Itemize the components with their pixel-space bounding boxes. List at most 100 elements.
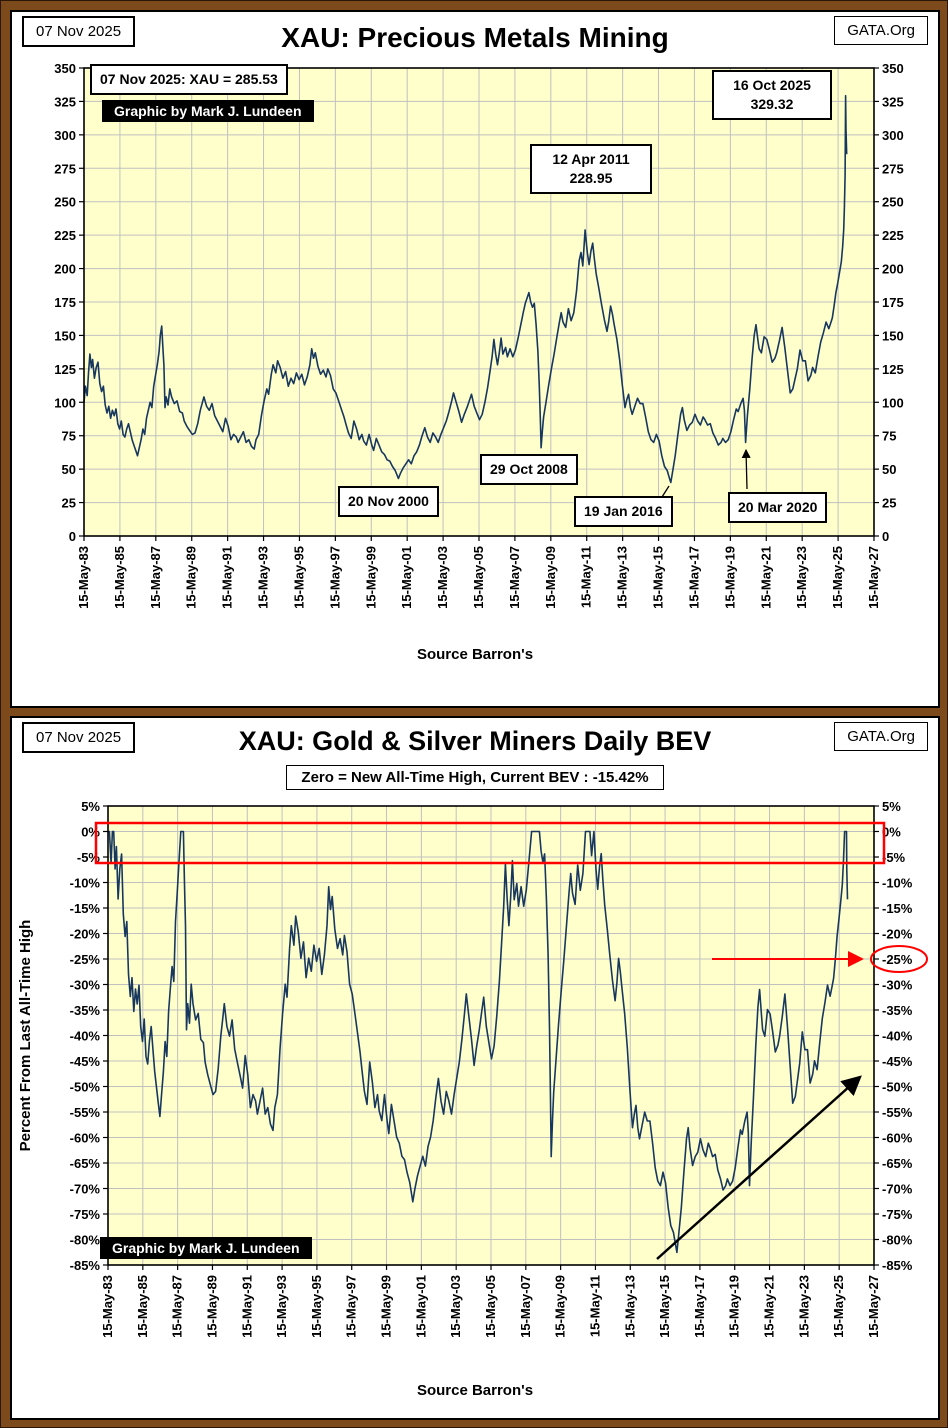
xau-price-chart: 0 0 25 25 50 50 75 75 100 100 125 125 150 150 175 175 20… [54,61,904,609]
svg-text:-85%: -85% [882,1258,913,1273]
svg-text:-25%: -25% [882,952,913,967]
svg-text:-55%: -55% [882,1105,913,1120]
svg-text:-5%: -5% [77,850,101,865]
svg-text:15-May-91: 15-May-91 [239,1275,254,1338]
svg-text:0: 0 [69,529,76,544]
svg-text:15-May-25: 15-May-25 [831,1275,846,1338]
annotation-2011-date: 12 Apr 2011 [552,151,630,167]
svg-text:-35%: -35% [882,1003,913,1018]
svg-text:-20%: -20% [70,927,101,942]
annotation-2025-date: 16 Oct 2025 [733,77,811,93]
svg-text:15-May-85: 15-May-85 [135,1275,150,1338]
svg-text:0: 0 [882,529,889,544]
xau-price-chart-area: 0 0 25 25 50 50 75 75 100 100 125 125 150 150 175 175 20… [12,56,938,634]
svg-text:15-May-99: 15-May-99 [363,546,378,609]
svg-text:-50%: -50% [70,1080,101,1095]
svg-text:15-May-05: 15-May-05 [483,1275,498,1338]
svg-text:275: 275 [882,161,904,176]
svg-text:15-May-97: 15-May-97 [344,1275,359,1338]
xau-bev-chart: 5% 5% 0% 0% -5% -5% -10% -10% -15% -15% -20% -20% -2… [17,799,913,1338]
annotation-2011-peak: 12 Apr 2011 228.95 [530,144,652,194]
svg-text:-70%: -70% [70,1182,101,1197]
xau-bev-panel: 07 Nov 2025 GATA.Org XAU: Gold & Silver … [10,716,940,1420]
svg-text:15-May-87: 15-May-87 [170,1275,185,1338]
annotation-2011-value: 228.95 [569,169,613,186]
svg-text:5%: 5% [882,799,901,814]
svg-text:15-May-89: 15-May-89 [184,546,199,609]
svg-text:250: 250 [54,195,76,210]
svg-text:-40%: -40% [70,1029,101,1044]
svg-text:100: 100 [882,395,904,410]
svg-text:200: 200 [54,262,76,277]
annotation-2025-peak: 16 Oct 2025 329.32 [712,70,832,120]
svg-text:15-May-27: 15-May-27 [866,546,881,609]
svg-text:15-May-27: 15-May-27 [866,1275,881,1338]
svg-text:15-May-21: 15-May-21 [758,546,773,609]
svg-text:300: 300 [882,128,904,143]
svg-text:15-May-25: 15-May-25 [830,546,845,609]
bottom-graphic-credit: Graphic by Mark J. Lundeen [100,1237,312,1259]
svg-text:150: 150 [882,328,904,343]
annotation-2020-low: 20 Mar 2020 [728,492,828,523]
svg-text:15-May-13: 15-May-13 [622,1275,637,1338]
svg-text:-25%: -25% [70,952,101,967]
svg-text:-30%: -30% [70,978,101,993]
svg-text:15-May-83: 15-May-83 [76,546,91,609]
svg-text:225: 225 [54,228,76,243]
svg-text:-45%: -45% [70,1054,101,1069]
annotation-2000-low: 20 Nov 2000 [338,486,439,517]
svg-text:15-May-15: 15-May-15 [651,546,666,609]
svg-text:15-May-01: 15-May-01 [399,546,414,609]
svg-text:50: 50 [62,462,76,477]
svg-text:15-May-09: 15-May-09 [553,1275,568,1338]
svg-text:-10%: -10% [70,876,101,891]
svg-text:-20%: -20% [882,927,913,942]
svg-text:5%: 5% [81,799,100,814]
svg-text:150: 150 [54,328,76,343]
svg-text:-60%: -60% [882,1131,913,1146]
svg-text:15-May-83: 15-May-83 [100,1275,115,1338]
svg-text:25: 25 [882,496,896,511]
svg-text:75: 75 [62,429,76,444]
svg-text:-70%: -70% [882,1182,913,1197]
bottom-chart-title: XAU: Gold & Silver Miners Daily BEV [238,726,712,756]
svg-text:325: 325 [54,94,76,109]
bottom-source-caption: Source Barron's [416,1382,534,1399]
svg-text:275: 275 [54,161,76,176]
svg-text:-55%: -55% [70,1105,101,1120]
svg-text:125: 125 [882,362,904,377]
svg-text:15-May-89: 15-May-89 [204,1275,219,1338]
svg-text:15-May-23: 15-May-23 [794,546,809,609]
svg-text:0%: 0% [882,825,901,840]
svg-text:175: 175 [882,295,904,310]
svg-text:25: 25 [62,496,76,511]
svg-text:-45%: -45% [882,1054,913,1069]
svg-text:-30%: -30% [882,978,913,993]
svg-text:15-May-95: 15-May-95 [309,1275,324,1338]
svg-text:-65%: -65% [882,1156,913,1171]
svg-text:15-May-11: 15-May-11 [587,1275,602,1337]
top-date-box: 07 Nov 2025 [22,16,136,47]
svg-text:15-May-09: 15-May-09 [543,546,558,609]
xau-price-panel: 07 Nov 2025 GATA.Org XAU: Precious Metal… [10,10,940,708]
svg-text:-10%: -10% [882,876,913,891]
annotation-2016-low: 19 Jan 2016 [574,496,673,527]
svg-text:Percent From Last All-Time Hig: Percent From Last All-Time High [17,920,34,1152]
svg-text:350: 350 [54,61,76,76]
top-chart-title: XAU: Precious Metals Mining [281,22,669,53]
svg-text:200: 200 [882,262,904,277]
annotation-2008-low: 29 Oct 2008 [480,454,578,485]
svg-text:0%: 0% [81,825,100,840]
svg-text:-80%: -80% [882,1233,913,1248]
svg-text:15-May-91: 15-May-91 [220,546,235,609]
svg-text:50: 50 [882,462,896,477]
svg-text:15-May-07: 15-May-07 [507,546,522,609]
svg-text:-65%: -65% [70,1156,101,1171]
svg-text:15-May-23: 15-May-23 [796,1275,811,1338]
annotation-current-xau: 07 Nov 2025: XAU = 285.53 [90,64,288,95]
bev-subtitle-box: Zero = New All-Time High, Current BEV : … [286,765,664,790]
svg-text:15-May-93: 15-May-93 [256,546,271,609]
svg-text:-60%: -60% [70,1131,101,1146]
svg-text:15-May-01: 15-May-01 [413,1275,428,1338]
